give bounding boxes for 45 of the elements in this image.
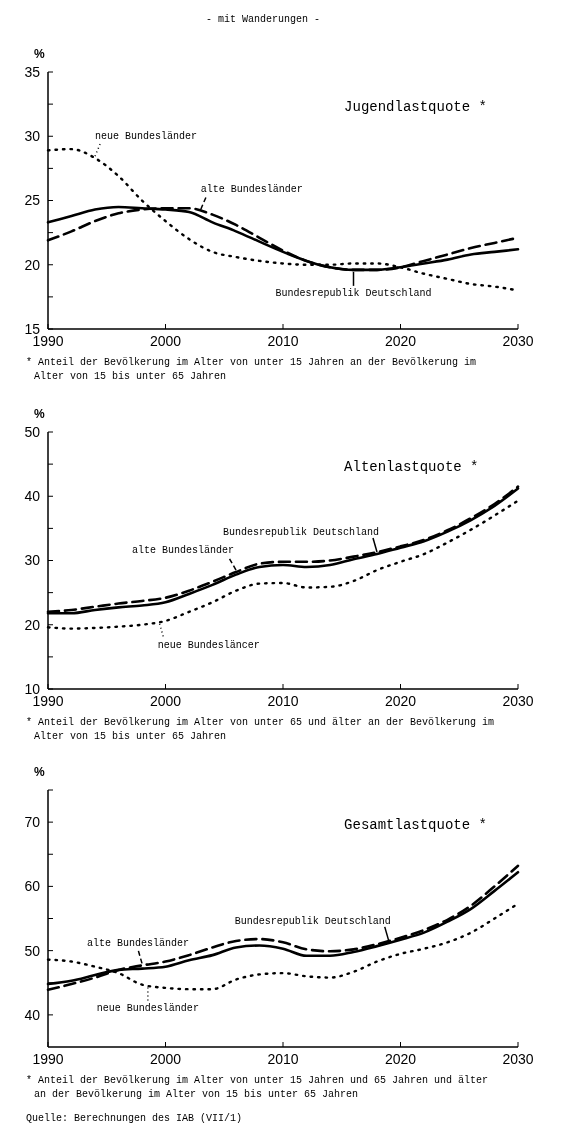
y-tick-label: 40	[24, 1006, 41, 1023]
x-tick-label: 2000	[149, 693, 182, 709]
y-tick-label: 20	[24, 616, 41, 633]
y-tick-label: 50	[24, 423, 41, 440]
y-axis-title: %	[34, 765, 45, 779]
legend-label: neue Bundesläncer	[157, 639, 260, 651]
text: Altenlastquote *	[344, 458, 479, 475]
y-tick-label: 30	[24, 552, 41, 569]
series-label: alte Bundesländer	[200, 184, 303, 196]
x-tick-label: 2030	[502, 1051, 534, 1067]
x-tick-label: 2010	[267, 333, 299, 349]
x-tick-label: 2020	[384, 693, 417, 709]
y-tick-label: 70	[24, 814, 41, 831]
series-label: neue Bundesländer	[95, 131, 198, 143]
y-tick-label: 60	[24, 878, 41, 895]
y-tick-label: 20	[24, 256, 41, 273]
x-tick-label: 2010	[267, 693, 299, 709]
series-label: Bundesrepublik Deutschland	[234, 915, 391, 927]
source-note: Quelle: Berechnungen des IAB (VII/1)	[26, 1113, 243, 1124]
y-tick-label: 40	[24, 488, 41, 505]
y-axis-title: %	[34, 47, 45, 61]
x-tick-label: 2020	[384, 1051, 417, 1067]
y-tick-label: 25	[24, 192, 41, 209]
series-label: alte Bundesländer	[131, 545, 234, 557]
text: * Anteil der Bevölkerung im Alter von unter 15 Jahren an der Bevölkerung im Alter von 15 bis unter 65 Jahren	[26, 357, 477, 382]
y-tick-label: 35	[24, 63, 41, 80]
series-label: alte Bundesländer	[86, 938, 190, 950]
y-axis-title: %	[34, 407, 45, 421]
x-tick-label: 1990	[32, 1051, 64, 1067]
series-label: Bundesrepublik Deutschland	[222, 527, 379, 539]
text: Gesamtlastquote *	[344, 816, 487, 833]
y-tick-label: 30	[24, 128, 41, 145]
text: Jugendlastquote *	[344, 98, 487, 115]
x-tick-label: 2030	[502, 333, 534, 349]
x-tick-label: 2000	[149, 1051, 182, 1067]
text: * Anteil der Bevölkerung im Alter von unter 15 Jahren und 65 Jahren und älter an der Bevölkerung im Alter von 15 bis unter 65 Jahren	[26, 1075, 489, 1100]
chart-subtitle: - mit Wanderungen -	[205, 14, 321, 25]
x-tick-label: 2000	[149, 333, 182, 349]
legend-label: neue Bundesländer	[96, 1003, 199, 1015]
x-tick-label: 2020	[384, 333, 417, 349]
x-tick-label: 2030	[502, 693, 534, 709]
text: * Anteil der Bevölkerung im Alter von unter 65 und älter an der Bevölkerung im Alter von 15 bis unter 65 Jahren	[26, 717, 495, 742]
legend-label: Bundesrepublik Deutschland	[275, 287, 432, 299]
y-tick-label: 50	[24, 942, 41, 959]
x-tick-label: 2010	[267, 1051, 299, 1067]
